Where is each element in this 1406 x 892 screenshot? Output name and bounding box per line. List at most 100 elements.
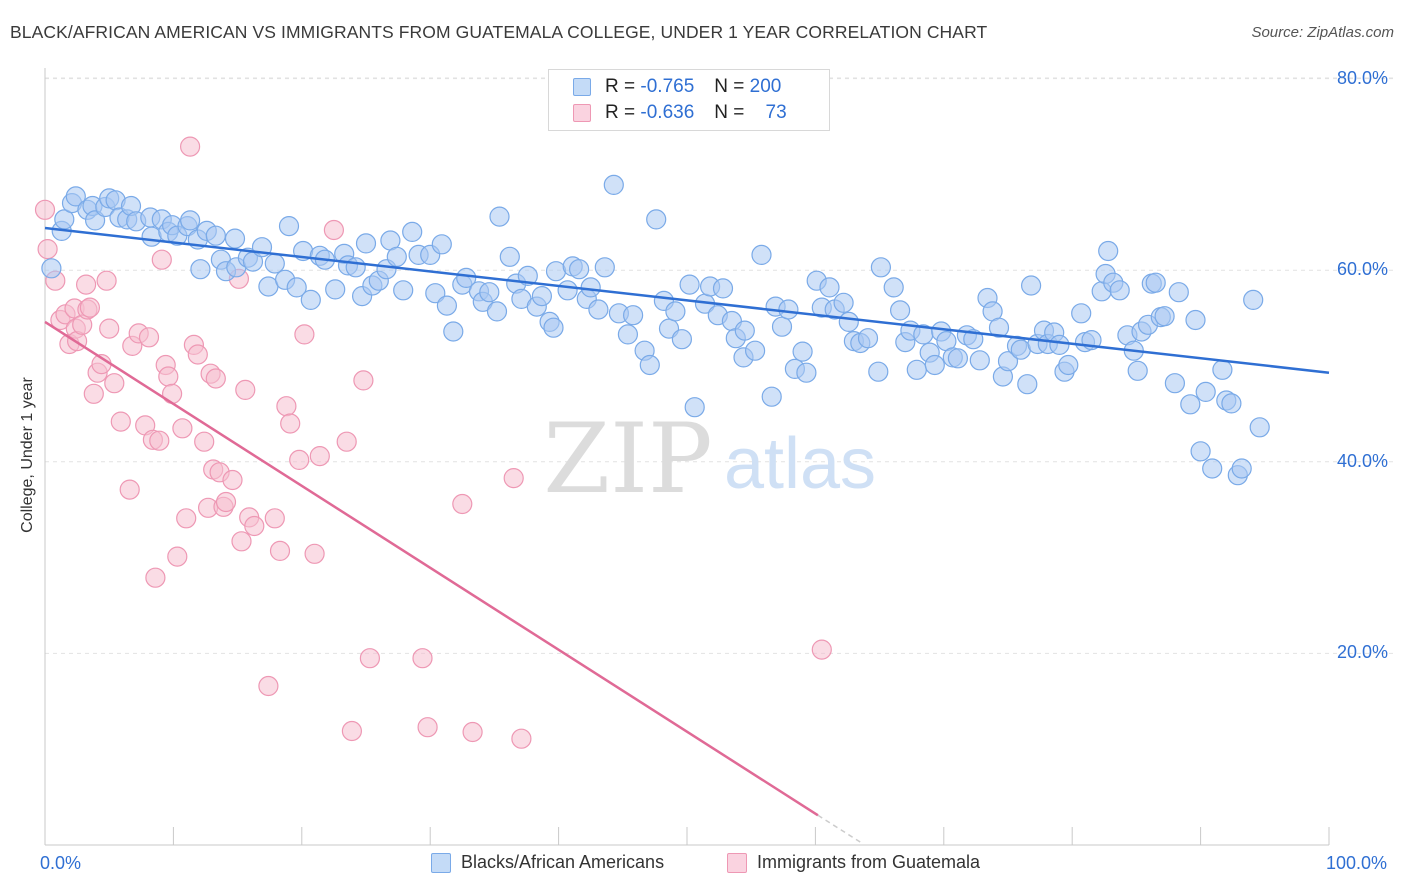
black-point <box>41 258 62 279</box>
pink-swatch-icon <box>573 104 591 122</box>
guatemala-point <box>119 479 140 500</box>
trend-lines <box>44 226 1330 843</box>
guatemala-point <box>309 446 330 467</box>
black-point <box>456 267 477 288</box>
guatemala-point <box>280 413 301 434</box>
r-value: -0.636 <box>640 102 695 123</box>
grid-lines <box>45 77 1393 654</box>
black-point <box>988 317 1010 338</box>
black-point <box>761 386 782 407</box>
guatemala-point <box>180 136 201 157</box>
black-point <box>868 361 889 382</box>
black-point <box>431 234 452 255</box>
blue-swatch-icon <box>431 852 451 873</box>
black-point <box>402 221 423 242</box>
guatemala-point <box>323 219 344 241</box>
x-tick-min: 0.0% <box>40 853 82 873</box>
black-point <box>278 216 300 237</box>
black-point <box>386 246 407 267</box>
black-point <box>617 324 639 345</box>
guatemala-point <box>452 493 473 515</box>
black-point <box>1231 458 1252 479</box>
black-point <box>1249 417 1270 438</box>
black-point <box>997 351 1019 372</box>
guatemala-point <box>104 373 125 394</box>
guatemala-point <box>75 274 97 295</box>
black-point <box>889 300 911 321</box>
black-point <box>588 299 609 320</box>
black-point <box>1185 309 1206 331</box>
guatemala-point <box>462 721 483 743</box>
guatemala-point <box>158 366 179 387</box>
watermark-atlas: atlas <box>724 424 876 504</box>
guatemala-point <box>294 324 315 345</box>
chart-title: BLACK/AFRICAN AMERICAN VS IMMIGRANTS FRO… <box>10 22 988 42</box>
source-credit: Source: ZipAtlas.com <box>1251 24 1394 41</box>
black-point <box>543 317 564 338</box>
black-point <box>557 280 578 301</box>
black-point <box>65 186 86 207</box>
guatemala-point <box>276 396 297 417</box>
black-point <box>1243 289 1264 310</box>
guatemala-point <box>151 249 172 270</box>
r-value: -0.765 <box>640 76 695 97</box>
guatemala-point <box>172 418 193 439</box>
guatemala-point <box>99 318 120 339</box>
guatemala-point <box>162 383 183 404</box>
guatemala-point <box>289 449 310 470</box>
black-point <box>1221 393 1242 414</box>
black-point <box>671 329 693 350</box>
guatemala-point <box>222 469 243 491</box>
black-point <box>870 257 892 278</box>
black-point <box>1071 303 1092 324</box>
guatemala-point <box>811 639 832 660</box>
legend-item-guatemala[interactable]: Immigrants from Guatemala <box>727 852 980 873</box>
guatemala-point <box>34 199 56 220</box>
n-value: 200 <box>749 76 782 97</box>
black-point <box>1109 280 1130 301</box>
black-point <box>947 348 969 369</box>
guatemala-point <box>110 411 131 432</box>
black-point <box>325 279 346 300</box>
black-point <box>224 228 246 249</box>
black-point <box>1212 359 1233 380</box>
r-label: R = <box>605 76 636 97</box>
black-point <box>264 253 285 274</box>
n-label: N = <box>714 102 745 123</box>
guatemala-point <box>205 368 226 389</box>
black-point <box>833 292 854 313</box>
guatemala-point <box>235 379 256 400</box>
black-point <box>665 301 686 322</box>
legend-item-black[interactable]: Blacks/African Americans <box>431 852 664 873</box>
guatemala-point <box>304 543 325 564</box>
black-point <box>796 362 817 383</box>
guatemala-point <box>96 270 117 291</box>
guatemala-point <box>215 491 237 513</box>
guatemala-point <box>79 297 101 318</box>
black-point <box>712 278 734 299</box>
y-axis-label: College, Under 1 year <box>19 377 36 533</box>
series-guatemala-points <box>34 136 832 749</box>
r-label: R = <box>605 102 636 123</box>
guatemala-point <box>341 720 362 742</box>
black-point <box>857 328 879 349</box>
black-point <box>499 246 520 267</box>
black-point <box>1190 441 1211 462</box>
black-point <box>924 354 945 376</box>
black-point <box>1049 334 1070 355</box>
blue-swatch-icon <box>573 78 591 96</box>
black-point <box>883 277 904 298</box>
n-label: N = <box>714 76 745 97</box>
guatemala-point <box>511 728 532 749</box>
black-point <box>639 354 660 376</box>
black-point <box>545 261 567 282</box>
black-point <box>1017 374 1038 395</box>
legend-label-black: Blacks/African Americans <box>461 852 665 872</box>
guatemala-point <box>138 327 160 348</box>
guatemala-point <box>149 430 170 451</box>
y-tick-label: 60.0% <box>1337 259 1389 280</box>
black-point <box>1098 240 1119 262</box>
black-point <box>1195 381 1216 402</box>
watermark: ZIP atlas <box>543 403 876 515</box>
